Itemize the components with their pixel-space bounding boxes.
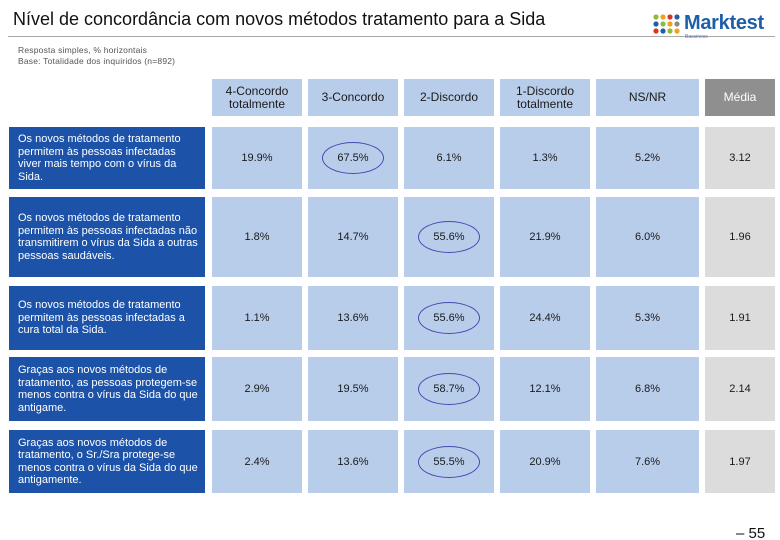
cell-value: 24.4%: [529, 312, 561, 324]
logo-wordmark: Marktest: [684, 12, 764, 34]
marktest-logo: Marktest Bassiness: [652, 12, 772, 41]
table-cell-discordo-totalmente: 24.4%: [500, 286, 590, 350]
table-cell-concordo: 14.7%: [308, 197, 398, 277]
cell-value: 14.7%: [337, 231, 369, 243]
cell-value: 19.5%: [337, 383, 369, 395]
highlight-ring: [322, 142, 384, 174]
cell-value: 12.1%: [529, 383, 561, 395]
highlight-ring: [418, 302, 480, 334]
table-cell-concordo: 19.5%: [308, 357, 398, 421]
table-cell-concordo: 67.5%: [308, 127, 398, 189]
table-cell-discordo: 55.6%: [404, 197, 494, 277]
row-label: Os novos métodos de tratamento permitem …: [9, 197, 205, 277]
cell-value: 1.3%: [532, 152, 558, 164]
cell-value: 58.7%: [433, 383, 465, 395]
cell-value: 19.9%: [241, 152, 273, 164]
response-type-note: Resposta simples, % horizontais: [18, 45, 148, 55]
page-number: – 55: [736, 525, 766, 540]
row-label: Os novos métodos de tratamento permitem …: [9, 286, 205, 350]
column-header-concordo-totalmente: 4-Concordo totalmente: [212, 79, 302, 116]
cell-value: 13.6%: [337, 312, 369, 324]
column-header-discordo-totalmente: 1-Discordo totalmente: [500, 79, 590, 116]
table-cell-discordo-totalmente: 12.1%: [500, 357, 590, 421]
cell-value: 13.6%: [337, 455, 369, 468]
table-cell-concordo-totalmente: 1.1%: [212, 286, 302, 350]
table-cell-media: 3.12: [705, 127, 775, 189]
cell-value: 55.5%: [433, 455, 465, 468]
cell-value: 2.9%: [244, 383, 270, 395]
table-cell-concordo-totalmente: 1.8%: [212, 197, 302, 277]
table-cell-ns-nr: 7.6%: [596, 430, 699, 493]
table-cell-media: 1.96: [705, 197, 775, 277]
cell-value: 2.14: [729, 383, 751, 395]
cell-value: 55.6%: [433, 231, 465, 243]
cell-value: 6.1%: [436, 152, 462, 164]
table-cell-concordo-totalmente: 19.9%: [212, 127, 302, 189]
table-cell-concordo: 13.6%: [308, 286, 398, 350]
cell-value: 21.9%: [529, 231, 561, 243]
table-cell-concordo-totalmente: 2.4%: [212, 430, 302, 493]
column-header-ns-nr: NS/NR: [596, 79, 699, 116]
column-header-concordo: 3-Concordo: [308, 79, 398, 116]
cell-value: 2.4%: [244, 455, 270, 468]
cell-value: 1.91: [729, 312, 751, 324]
cell-value: 67.5%: [337, 152, 369, 164]
cell-value: 5.3%: [634, 312, 661, 324]
highlight-ring: [418, 373, 480, 405]
cell-value: 1.96: [729, 231, 751, 243]
table-cell-media: 1.91: [705, 286, 775, 350]
page-title: Nível de concordância com novos métodos …: [13, 9, 546, 29]
table-cell-discordo: 6.1%: [404, 127, 494, 189]
table-cell-media: 1.97: [705, 430, 775, 493]
table-cell-discordo: 55.6%: [404, 286, 494, 350]
title-divider: [8, 36, 775, 37]
column-header-media: Média: [705, 79, 775, 116]
table-cell-concordo: 13.6%: [308, 430, 398, 493]
highlight-ring: [418, 445, 480, 478]
table-cell-discordo: 55.5%: [404, 430, 494, 493]
base-note: Base: Totalidade dos inquiridos (n=892): [18, 56, 176, 66]
cell-value: 1.1%: [244, 312, 270, 324]
row-label: Graças aos novos métodos de tratamento, …: [9, 430, 205, 493]
cell-value: 55.6%: [433, 312, 465, 324]
table-cell-ns-nr: 6.8%: [596, 357, 699, 421]
table-cell-discordo-totalmente: 1.3%: [500, 127, 590, 189]
logo-tagline: Bassiness: [685, 34, 708, 40]
cell-value: 6.8%: [634, 383, 661, 395]
cell-value: 1.8%: [244, 231, 270, 243]
table-cell-ns-nr: 5.3%: [596, 286, 699, 350]
table-cell-discordo-totalmente: 21.9%: [500, 197, 590, 277]
table-cell-concordo-totalmente: 2.9%: [212, 357, 302, 421]
table-cell-discordo: 58.7%: [404, 357, 494, 421]
table-cell-media: 2.14: [705, 357, 775, 421]
cell-value: 20.9%: [529, 455, 561, 468]
logo-dots-icon: [653, 14, 680, 34]
cell-value: 1.97: [729, 455, 751, 468]
cell-value: 5.2%: [634, 152, 661, 164]
column-header-discordo: 2-Discordo: [404, 79, 494, 116]
cell-value: 6.0%: [634, 231, 661, 243]
table-cell-ns-nr: 6.0%: [596, 197, 699, 277]
row-label: Graças aos novos métodos de tratamento, …: [9, 357, 205, 421]
highlight-ring: [418, 221, 480, 253]
table-cell-discordo-totalmente: 20.9%: [500, 430, 590, 493]
row-label: Os novos métodos de tratamento permitem …: [9, 127, 205, 189]
table-cell-ns-nr: 5.2%: [596, 127, 699, 189]
cell-value: 7.6%: [634, 455, 661, 468]
cell-value: 3.12: [729, 152, 751, 164]
